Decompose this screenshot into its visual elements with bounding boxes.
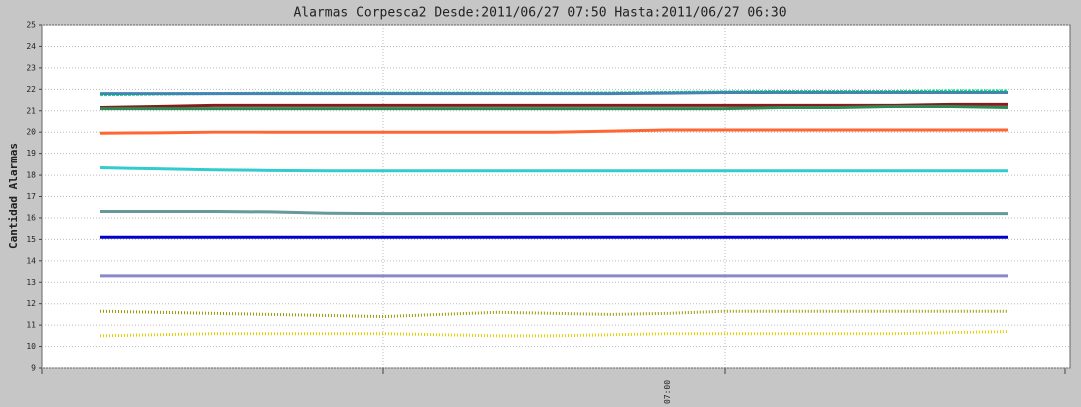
- series-line: [99, 309, 1008, 319]
- y-tick-label: 19: [26, 149, 36, 158]
- y-tick-label: 11: [26, 321, 36, 330]
- y-tick-label: 22: [26, 85, 36, 94]
- y-tick-label: 20: [26, 128, 36, 137]
- series-line: [99, 330, 1009, 338]
- y-tick-label: 13: [26, 278, 36, 287]
- y-tick-label: 14: [26, 256, 36, 265]
- series-line: [100, 91, 1008, 96]
- y-axis-label: Cantidad Alarmas: [7, 143, 20, 249]
- y-tick-label: 21: [26, 106, 36, 115]
- y-tick-label: 12: [26, 299, 36, 308]
- y-tick-label: 23: [26, 63, 36, 72]
- series-line: [99, 102, 1008, 110]
- y-tick-label: 16: [26, 213, 36, 222]
- y-tick-label: 10: [26, 342, 36, 351]
- series-line: [100, 104, 1009, 111]
- series-line: [100, 210, 1008, 216]
- x-tick-label: 07:00: [663, 380, 672, 404]
- series-line: [99, 166, 1008, 173]
- y-tick-label: 24: [26, 42, 36, 51]
- y-tick-label: 9: [31, 364, 36, 373]
- y-tick-label: 17: [26, 192, 36, 201]
- x-ticks: [41, 368, 1066, 374]
- series-line: [99, 128, 1008, 135]
- x-grid: [382, 25, 726, 368]
- chart-title: Alarmas Corpesca2 Desde:2011/06/27 07:50…: [293, 6, 786, 21]
- y-tick-label: 25: [26, 21, 36, 30]
- y-tick-label: 18: [26, 171, 36, 180]
- y-tick-label: 15: [26, 235, 36, 244]
